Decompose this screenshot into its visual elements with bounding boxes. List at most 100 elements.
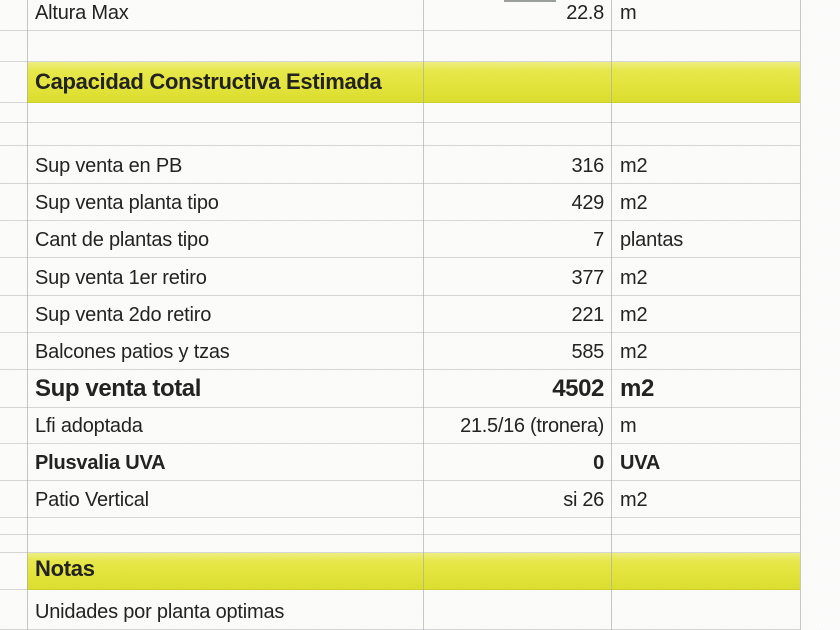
table-row: Sup venta en PB 316 m2: [0, 146, 840, 184]
outside-cell[interactable]: [800, 481, 840, 518]
unit-cell[interactable]: m: [611, 0, 800, 31]
label-cell[interactable]: Sup venta planta tipo: [27, 184, 423, 221]
value-cell[interactable]: [423, 31, 611, 62]
gutter-cell[interactable]: [0, 333, 27, 370]
outside-cell[interactable]: [800, 0, 840, 31]
gutter-cell[interactable]: [0, 370, 27, 408]
outside-cell[interactable]: [800, 408, 840, 444]
section-header-cell[interactable]: Notas: [27, 553, 800, 590]
outside-cell[interactable]: [800, 103, 840, 123]
value-cell[interactable]: si 26: [423, 481, 611, 518]
gutter-cell[interactable]: [0, 103, 27, 123]
outside-cell[interactable]: [800, 333, 840, 370]
gutter-cell[interactable]: [0, 221, 27, 258]
outside-cell[interactable]: [800, 123, 840, 146]
table-row: Balcones patios y tzas 585 m2: [0, 333, 840, 370]
outside-cell[interactable]: [800, 296, 840, 333]
gutter-cell[interactable]: [0, 258, 27, 296]
outside-cell[interactable]: [800, 444, 840, 481]
value-cell[interactable]: 0: [423, 444, 611, 481]
label-cell[interactable]: [27, 535, 423, 553]
value-cell[interactable]: [423, 518, 611, 535]
table-row: Lfi adoptada 21.5/16 (tronera) m: [0, 408, 840, 444]
unit-cell[interactable]: m2: [611, 146, 800, 184]
label-cell[interactable]: Unidades por planta optimas: [27, 590, 423, 630]
outside-cell[interactable]: [800, 518, 840, 535]
unit-cell[interactable]: m2: [611, 370, 800, 408]
value-cell[interactable]: 316: [423, 146, 611, 184]
unit-cell[interactable]: m2: [611, 258, 800, 296]
unit-cell[interactable]: m2: [611, 333, 800, 370]
unit-cell[interactable]: [611, 31, 800, 62]
value-cell[interactable]: 7: [423, 221, 611, 258]
outside-cell[interactable]: [800, 184, 840, 221]
unit-cell[interactable]: m2: [611, 296, 800, 333]
gutter-cell[interactable]: [0, 62, 27, 103]
value-cell[interactable]: 4502: [423, 370, 611, 408]
gutter-cell[interactable]: [0, 590, 27, 630]
gutter-cell[interactable]: [0, 535, 27, 553]
label-cell[interactable]: Cant de plantas tipo: [27, 221, 423, 258]
gutter-cell[interactable]: [0, 123, 27, 146]
label-cell[interactable]: [27, 123, 423, 146]
value-cell[interactable]: 585: [423, 333, 611, 370]
unit-cell[interactable]: [611, 590, 800, 630]
value-cell[interactable]: [423, 103, 611, 123]
gutter-cell[interactable]: [0, 0, 27, 31]
gutter-cell[interactable]: [0, 444, 27, 481]
value-cell[interactable]: 377: [423, 258, 611, 296]
outside-cell[interactable]: [800, 258, 840, 296]
table-row: Plusvalia UVA 0 UVA: [0, 444, 840, 481]
label-cell[interactable]: [27, 31, 423, 62]
value-cell[interactable]: 21.5/16 (tronera): [423, 408, 611, 444]
label-cell[interactable]: Sup venta total: [27, 370, 423, 408]
label-cell[interactable]: Sup venta 2do retiro: [27, 296, 423, 333]
table-row: Unidades por planta optimas: [0, 590, 840, 630]
value-cell[interactable]: [423, 123, 611, 146]
outside-cell[interactable]: [800, 31, 840, 62]
table-row: Sup venta 1er retiro 377 m2: [0, 258, 840, 296]
unit-cell[interactable]: [611, 535, 800, 553]
value-cell[interactable]: [423, 535, 611, 553]
gutter-cell[interactable]: [0, 408, 27, 444]
value-cell[interactable]: 22.8: [423, 0, 611, 31]
label-cell[interactable]: Sup venta en PB: [27, 146, 423, 184]
outside-cell[interactable]: [800, 535, 840, 553]
outside-cell[interactable]: [800, 221, 840, 258]
label-cell[interactable]: Balcones patios y tzas: [27, 333, 423, 370]
outside-cell[interactable]: [800, 146, 840, 184]
gutter-cell[interactable]: [0, 481, 27, 518]
outside-cell[interactable]: [800, 590, 840, 630]
label-cell[interactable]: Lfi adoptada: [27, 408, 423, 444]
unit-cell[interactable]: [611, 518, 800, 535]
label-cell[interactable]: Altura Max: [27, 0, 423, 31]
label-cell[interactable]: [27, 103, 423, 123]
outside-cell[interactable]: [800, 62, 840, 103]
table-row: Sup venta 2do retiro 221 m2: [0, 296, 840, 333]
unit-cell[interactable]: m: [611, 408, 800, 444]
unit-cell[interactable]: [611, 123, 800, 146]
label-cell[interactable]: [27, 518, 423, 535]
gutter-cell[interactable]: [0, 146, 27, 184]
gutter-cell[interactable]: [0, 553, 27, 590]
gutter-cell[interactable]: [0, 31, 27, 62]
table-row: [0, 103, 840, 123]
section-header-row: Notas: [0, 553, 840, 590]
outside-cell[interactable]: [800, 553, 840, 590]
label-cell[interactable]: Plusvalia UVA: [27, 444, 423, 481]
value-cell[interactable]: [423, 590, 611, 630]
unit-cell[interactable]: m2: [611, 184, 800, 221]
value-cell[interactable]: 221: [423, 296, 611, 333]
unit-cell[interactable]: m2: [611, 481, 800, 518]
outside-cell[interactable]: [800, 370, 840, 408]
gutter-cell[interactable]: [0, 184, 27, 221]
gutter-cell[interactable]: [0, 296, 27, 333]
section-header-cell[interactable]: Capacidad Constructiva Estimada: [27, 62, 800, 103]
unit-cell[interactable]: plantas: [611, 221, 800, 258]
unit-cell[interactable]: [611, 103, 800, 123]
value-cell[interactable]: 429: [423, 184, 611, 221]
label-cell[interactable]: Sup venta 1er retiro: [27, 258, 423, 296]
gutter-cell[interactable]: [0, 518, 27, 535]
unit-cell[interactable]: UVA: [611, 444, 800, 481]
label-cell[interactable]: Patio Vertical: [27, 481, 423, 518]
